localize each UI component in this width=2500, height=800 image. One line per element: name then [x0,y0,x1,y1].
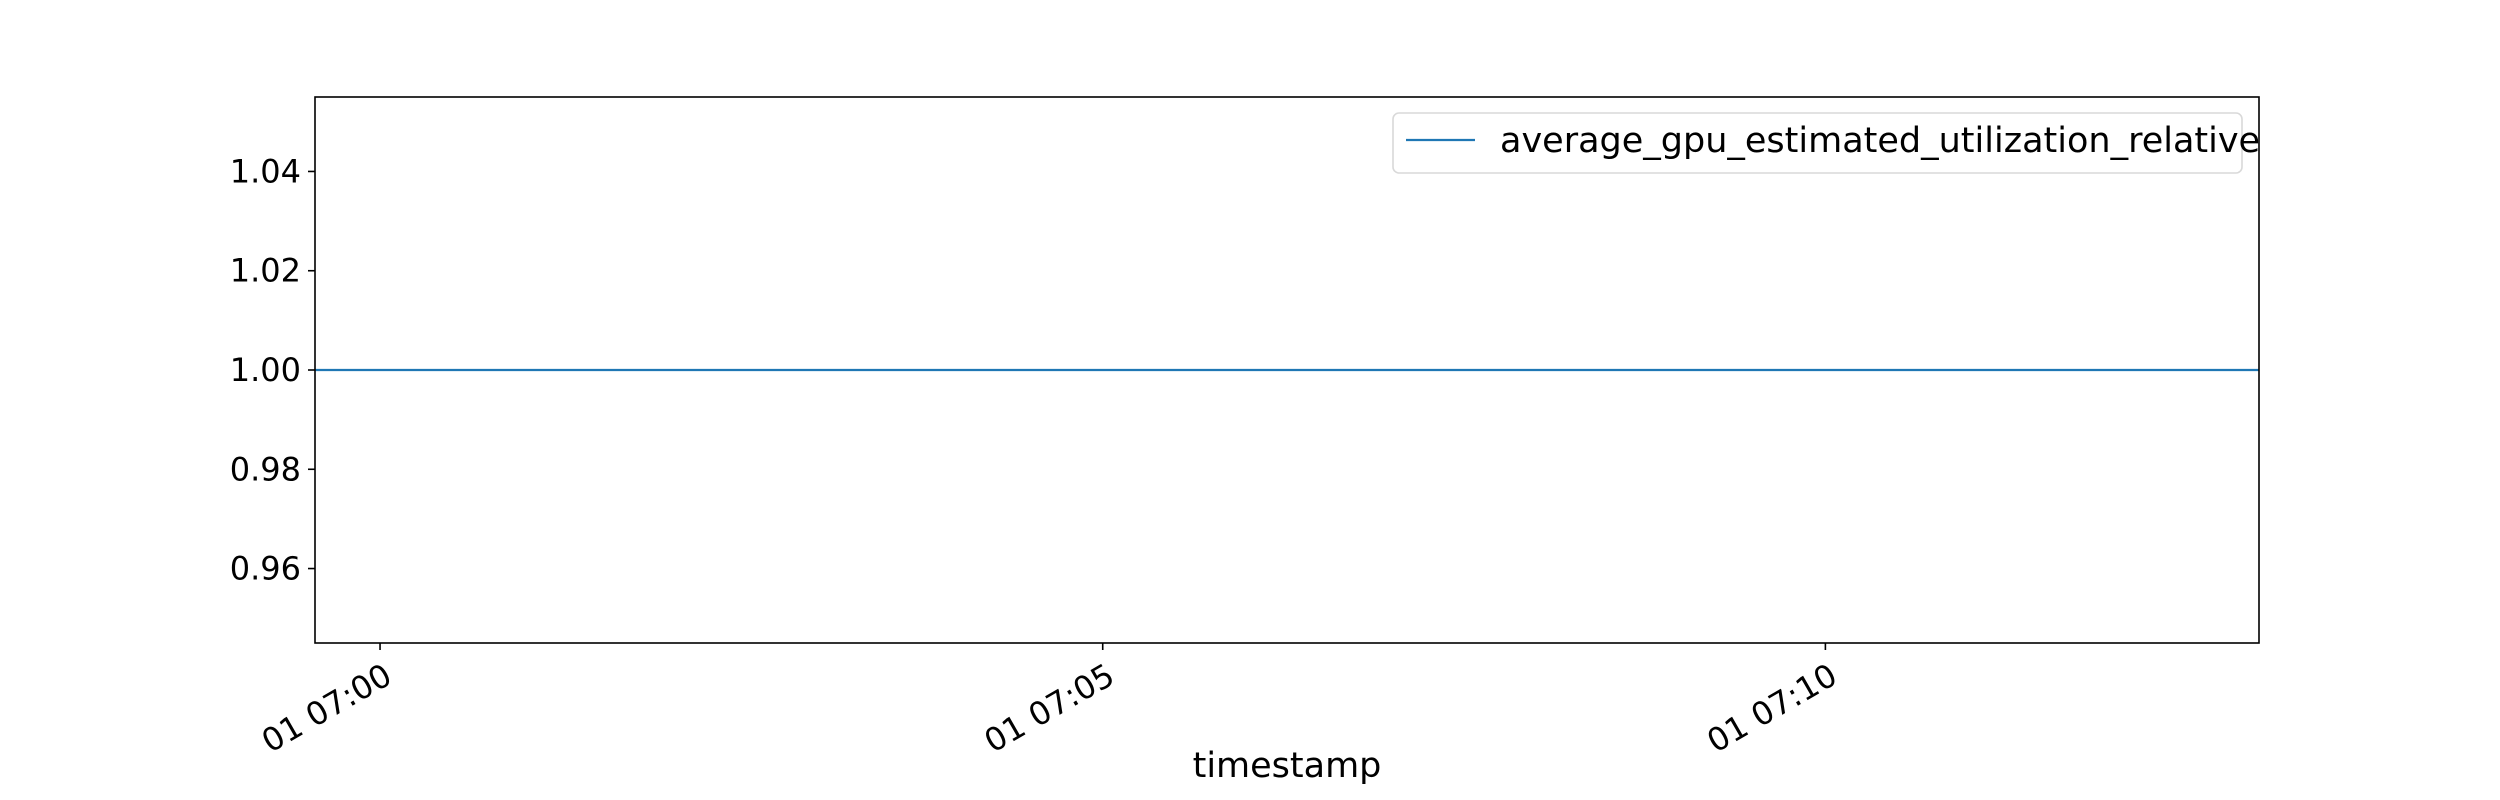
legend: average_gpu_estimated_utilization_relati… [1392,112,2260,174]
legend-box [1392,112,2243,174]
y-tick-label: 1.04 [230,152,301,190]
legend-label: average_gpu_estimated_utilization_relati… [1500,121,2260,161]
y-tick-label: 1.00 [230,351,301,389]
x-axis-label: timestamp [1193,746,1382,786]
y-tick-label: 1.02 [230,252,301,290]
y-tick-label: 0.98 [230,450,301,488]
y-tick-label: 0.96 [230,550,301,588]
y-axis: 0.96 0.98 1.00 1.02 1.04 [230,152,315,588]
